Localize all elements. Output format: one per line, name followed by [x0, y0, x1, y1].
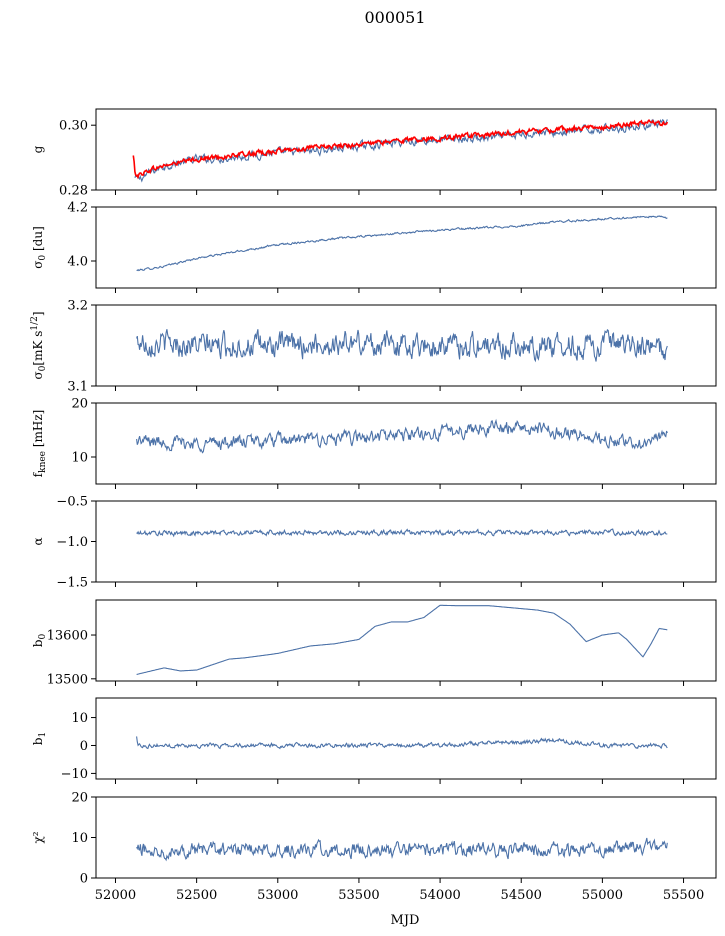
y-tick-label-0-0: 0.28	[59, 184, 88, 199]
axes-frame-6	[95, 697, 717, 780]
y-axis-label-6: b1	[31, 732, 48, 745]
x-tick-label-4: 54000	[419, 888, 460, 903]
y-axis-label-3: fknee [mHz]	[31, 410, 48, 478]
y-tick-label-2-0: 3.1	[67, 380, 88, 395]
axes-frame-2	[95, 304, 717, 387]
x-tick-label-6: 55000	[582, 888, 623, 903]
y-tick-label-6-1: 0	[80, 739, 88, 754]
y-tick-label-4-2: −0.5	[56, 495, 88, 510]
x-axis-label: MJD	[391, 913, 420, 928]
y-tick-label-6-0: −10	[61, 767, 88, 782]
x-tick-label-5: 54500	[501, 888, 542, 903]
y-tick-label-7-0: 0	[80, 872, 88, 887]
y-axis-label-4: α	[31, 537, 45, 545]
axes-frame-7	[95, 796, 717, 879]
y-tick-label-4-0: −1.5	[56, 576, 88, 591]
x-tick-label-7: 55500	[663, 888, 704, 903]
axes-frame-5	[95, 599, 717, 682]
axes-frame-4	[95, 500, 717, 583]
series-line-0-0	[134, 118, 668, 183]
x-tick-label-3: 53500	[338, 888, 379, 903]
series-line-7-0	[136, 837, 668, 862]
y-axis-label-0: g	[31, 145, 45, 153]
series-line-5-0	[136, 604, 668, 675]
y-tick-label-3-1: 20	[71, 397, 88, 412]
series-line-2-0	[136, 329, 668, 363]
y-tick-label-5-1: 13600	[47, 629, 88, 644]
y-axis-label-2: σ0[mK s1/2]	[30, 311, 48, 379]
y-tick-label-2-1: 3.2	[67, 299, 88, 314]
y-tick-label-0-1: 0.30	[59, 119, 88, 134]
series-line-3-0	[136, 418, 668, 454]
y-tick-label-6-2: 10	[71, 711, 88, 726]
axes-frame-0	[95, 108, 717, 191]
figure-title: 000051	[364, 8, 425, 27]
y-tick-label-7-2: 20	[71, 791, 88, 806]
y-tick-label-1-1: 4.2	[67, 201, 88, 216]
y-tick-label-3-0: 10	[71, 451, 88, 466]
series-line-1-0	[136, 215, 668, 272]
panels: 0.28 0.30 g 4.0 4.2 σ0 [du] 3.1 3.2 σ0[mK s1/2] 1…	[30, 108, 717, 887]
x-tick-label-2: 53000	[257, 888, 298, 903]
y-axis-label-5: b0	[31, 634, 48, 648]
axes-frame-1	[95, 206, 717, 289]
y-tick-label-7-1: 10	[71, 831, 88, 846]
y-axis-label-1: σ0 [du]	[31, 226, 48, 269]
series-line-0-1	[132, 118, 669, 180]
series-line-4-0	[136, 528, 668, 538]
y-axis-label-7: χ²	[31, 831, 45, 843]
x-tick-labels: 52000 52500 53000 53500 54000 54500 55000 55500	[95, 888, 704, 903]
series-line-6-0	[136, 736, 668, 750]
axes-frame-3	[95, 402, 717, 485]
y-tick-label-4-1: −1.0	[56, 535, 88, 550]
x-tick-label-0: 52000	[95, 888, 136, 903]
y-tick-label-1-0: 4.0	[67, 255, 88, 270]
x-tick-label-1: 52500	[176, 888, 217, 903]
y-tick-label-5-0: 13500	[47, 672, 88, 687]
